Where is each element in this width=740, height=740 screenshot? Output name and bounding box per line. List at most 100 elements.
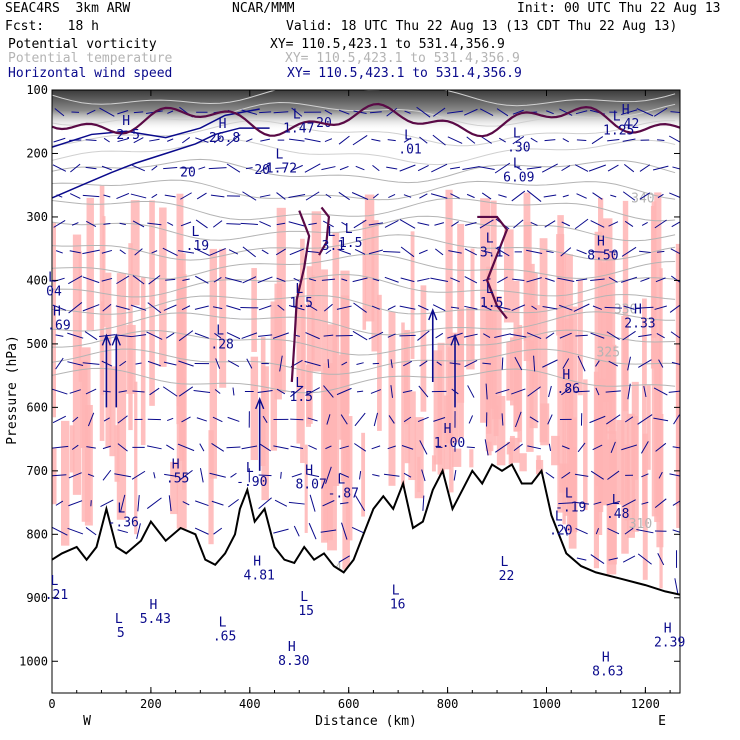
wind-arrow (119, 249, 126, 255)
wind-arrow (276, 192, 286, 200)
wind-arrow (589, 415, 606, 424)
wind-arrow (622, 191, 636, 201)
wind-arrow (117, 443, 128, 452)
shading-patch (304, 444, 308, 533)
shading-patch (270, 301, 278, 451)
wind-arrow (481, 304, 492, 311)
wind-arrow (103, 194, 111, 198)
wind-arrow (419, 136, 428, 144)
wind-arrow (260, 164, 271, 173)
wind-arrow (162, 247, 178, 257)
wind-arrow (370, 389, 382, 394)
wind-arrow (305, 191, 320, 201)
wind-arrow (277, 304, 285, 311)
wind-arrow (371, 445, 381, 450)
x-tick-label: 200 (140, 697, 162, 711)
wind-arrow (447, 136, 463, 144)
extremum-marker: H (622, 103, 630, 118)
extremum-marker: L (337, 473, 345, 488)
wind-arrow (117, 529, 128, 534)
wind-arrow (211, 500, 224, 506)
wind-arrow (576, 139, 587, 141)
extremum-value: 1.72 (266, 162, 297, 177)
extremum-value: .86 (557, 382, 580, 397)
theta-contour (52, 293, 676, 315)
wind-arrow (479, 219, 494, 229)
x-tick-label: 400 (239, 697, 261, 711)
theta-label: 340 (631, 191, 654, 206)
wind-arrow (467, 385, 475, 398)
wind-arrow (309, 278, 317, 282)
wind-arrow (273, 111, 289, 114)
wind-arrow (327, 359, 330, 368)
wind-arrow (514, 356, 523, 371)
wind-arrow (372, 165, 380, 172)
wind-arrow (595, 528, 600, 535)
wind-arrow (352, 277, 368, 283)
theta-contour (52, 329, 676, 356)
shading-patch (261, 366, 269, 501)
shading-patch (443, 395, 451, 470)
shading-patch (99, 185, 105, 441)
wind-arrow (559, 108, 573, 116)
wind-arrow (55, 500, 64, 506)
shading-patch (650, 205, 655, 369)
wind-arrow (341, 361, 348, 366)
wind-arrow (576, 193, 587, 199)
wind-arrow (213, 137, 222, 144)
wind-arrow (167, 221, 174, 226)
y-tick-label: 900 (26, 591, 48, 605)
extremum-value: .69 (47, 318, 70, 333)
wind-arrow (434, 222, 445, 226)
wind-arrow (637, 414, 653, 425)
wind-arrow (72, 416, 79, 423)
wind-arrow (511, 304, 526, 312)
y-tick-label: 800 (26, 527, 48, 541)
wind-arrow (422, 495, 425, 511)
wind-arrow (529, 416, 539, 423)
shading-patch (622, 200, 629, 412)
wind-arrow (114, 334, 132, 338)
wind-arrow (213, 277, 222, 283)
wind-arrow (117, 138, 128, 143)
wind-arrow (293, 525, 300, 537)
wind-arrow (193, 247, 210, 256)
wind-contour-label: 20 (254, 163, 270, 178)
legend-theta-name: Potential temperature (8, 51, 173, 66)
wind-arrow (403, 137, 412, 143)
extremum-value: .20 (549, 523, 572, 538)
wind-arrow (403, 194, 412, 198)
wind-arrow (100, 499, 114, 507)
wind-arrow (178, 386, 194, 397)
wind-arrow (52, 474, 67, 477)
extremum-value: 22 (499, 569, 515, 584)
shading-patch (159, 207, 167, 367)
wind-arrow (52, 445, 69, 449)
wind-arrow (484, 439, 489, 456)
y-tick-label: 1000 (19, 654, 48, 668)
wind-arrow (624, 220, 634, 227)
wind-arrow (608, 221, 619, 227)
wind-arrow (512, 278, 525, 281)
wind-arrow (607, 164, 619, 172)
wind-arrow (290, 418, 304, 421)
wind-arrow (322, 500, 335, 507)
wind-arrow (417, 164, 429, 172)
wind-arrow (85, 139, 97, 141)
extremum-marker: L (293, 108, 301, 123)
wind-arrow (132, 390, 145, 393)
wind-arrow (606, 414, 621, 425)
wind-arrow (399, 305, 416, 310)
x-tick-label: 0 (48, 697, 55, 711)
wind-arrow (209, 247, 226, 256)
wind-arrow (181, 416, 191, 423)
wind-arrow (653, 107, 668, 117)
extremum-marker: L (555, 509, 563, 524)
wind-arrow (151, 165, 158, 171)
wind-arrow (590, 554, 605, 564)
wind-arrow (624, 527, 634, 535)
wind-arrow (608, 557, 618, 561)
extremum-marker: H (562, 368, 570, 383)
wind-arrow (339, 472, 350, 478)
wind-arrow (453, 469, 457, 481)
